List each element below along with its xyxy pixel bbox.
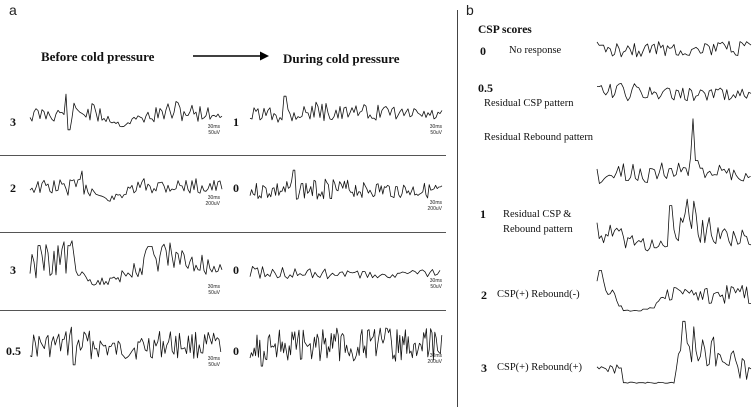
emg-trace-before (29, 170, 223, 202)
b-score: 0 (480, 44, 486, 58)
before-score: 2 (10, 181, 16, 195)
emg-trace-example (597, 83, 752, 102)
before-score: 3 (10, 115, 16, 129)
panel-a-label: a (9, 2, 17, 18)
panel-b-label: b (466, 2, 474, 18)
before-score: 0.5 (6, 344, 21, 358)
emg-trace-example (596, 270, 751, 312)
b-score: 0.5 (478, 81, 493, 95)
during-score: 0 (233, 263, 239, 277)
b-label: No response (509, 45, 562, 56)
emg-trace-example (596, 40, 752, 58)
during-score: 1 (233, 115, 239, 129)
scale-label: 30ms 50uV (207, 124, 220, 136)
b-label: CSP(+) Rebound(+) (497, 362, 583, 373)
scale-label: 30ms 50uV (429, 124, 442, 136)
emg-trace-during (249, 169, 443, 200)
scale-label: 30ms 50uV (429, 278, 442, 290)
arrow-right-icon (193, 51, 269, 61)
scale-label: 30ms 200uV (427, 353, 442, 365)
b-score: 1 (480, 207, 486, 221)
panel-divider (457, 10, 458, 407)
b-label: CSP(+) Rebound(-) (497, 289, 580, 300)
b-score: 2 (481, 288, 487, 302)
row-divider (0, 155, 446, 156)
emg-trace-example (596, 118, 751, 184)
row-divider (0, 310, 446, 311)
emg-trace-during (249, 327, 443, 367)
before-score: 3 (10, 263, 16, 277)
scale-label: 30ms 50uV (207, 356, 220, 368)
csp-scores-title: CSP scores (478, 24, 532, 36)
emg-trace-before (29, 240, 223, 286)
b-label: Residual Rebound pattern (484, 132, 594, 143)
scale-label: 30ms 200uV (427, 200, 442, 212)
b-score: 3 (481, 361, 487, 375)
row-divider (0, 232, 446, 233)
during-header: During cold pressure (283, 51, 400, 66)
scale-label: 30ms 200uV (205, 195, 220, 207)
emg-trace-before (29, 93, 223, 131)
during-score: 0 (233, 344, 239, 358)
b-label: Residual CSP & Rebound pattern (503, 209, 573, 235)
emg-trace-during (249, 95, 443, 123)
emg-trace-during (249, 266, 441, 280)
emg-trace-example (596, 320, 752, 384)
b-label: Residual CSP pattern (484, 98, 574, 109)
scale-label: 30ms 50uV (207, 284, 220, 296)
during-score: 0 (233, 181, 239, 195)
emg-trace-example (596, 198, 752, 252)
before-header: Before cold pressure (41, 49, 155, 64)
emg-trace-before (29, 326, 222, 366)
